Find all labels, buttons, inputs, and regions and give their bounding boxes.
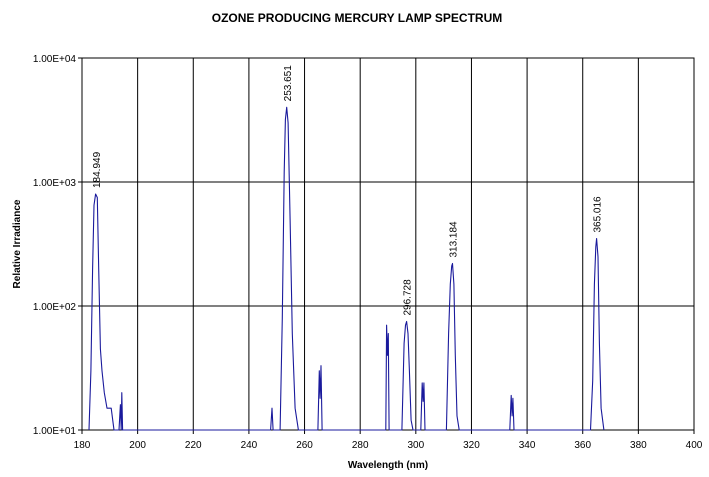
y-ticks: 1.00E+01 1.00E+02 1.00E+03 1.00E+04 [33,54,82,437]
plot-area-border [81,57,695,431]
y-tick-label: 1.00E+01 [33,426,77,437]
chart-title: OZONE PRODUCING MERCURY LAMP SPECTRUM [212,11,502,25]
x-tick-label: 340 [519,440,536,451]
y-tick-label: 1.00E+04 [33,54,77,65]
x-tick-label: 220 [185,440,202,451]
x-tick-label: 260 [296,440,313,451]
x-tick-label: 400 [686,440,703,451]
x-tick-label: 180 [74,440,91,451]
x-tick-label: 320 [463,440,480,451]
x-tick-label: 300 [407,440,424,451]
y-axis-title: Relative Irradiance [12,199,23,288]
x-tick-label: 380 [630,440,647,451]
x-tick-label: 240 [241,440,258,451]
peak-label: 313.184 [448,221,459,258]
x-ticks: 180 200 220 240 260 280 300 320 340 360 380 400 [74,430,703,451]
peak-label: 253.651 [283,65,294,102]
peak-label: 184.949 [92,151,103,188]
x-axis-title: Wavelength (nm) [348,460,428,471]
x-tick-label: 280 [352,440,369,451]
peak-labels: 184.949 253.651 296.728 313.184 365.016 [92,65,604,316]
x-tick-label: 200 [129,440,146,451]
y-tick-label: 1.00E+03 [33,178,77,189]
x-tick-label: 360 [574,440,591,451]
grid [82,58,694,430]
peak-label: 296.728 [403,279,414,316]
y-tick-label: 1.00E+02 [33,302,77,313]
spectrum-line [88,106,605,431]
peak-label: 365.016 [593,196,604,233]
